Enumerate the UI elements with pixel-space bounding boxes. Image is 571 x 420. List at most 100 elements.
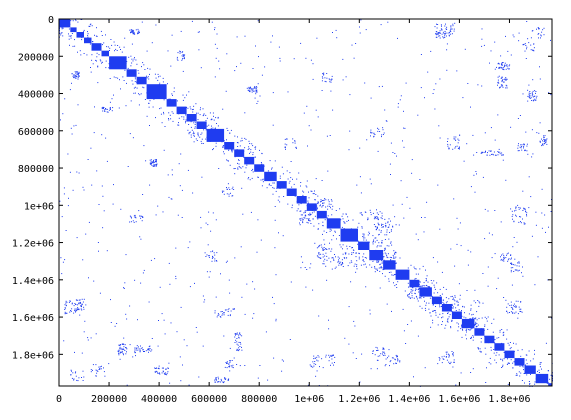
nonzero-dot (225, 378, 227, 380)
nonzero-dot (522, 366, 524, 368)
nonzero-dot (351, 44, 353, 46)
nonzero-dot (316, 370, 318, 372)
nonzero-dot (458, 283, 460, 285)
nonzero-dot (236, 142, 238, 143)
nonzero-dot (155, 117, 156, 119)
nonzero-dot (498, 67, 500, 69)
nonzero-dot (68, 38, 70, 40)
nonzero-dot (71, 33, 73, 34)
nonzero-dot (142, 194, 144, 195)
nonzero-dot (515, 206, 517, 208)
nonzero-dot (524, 364, 526, 366)
nonzero-dot (451, 320, 453, 322)
nonzero-dot (516, 374, 518, 376)
nonzero-dot (228, 193, 230, 195)
nonzero-dot (138, 210, 140, 212)
offdiagonal-cluster (214, 134, 461, 318)
nonzero-dot (465, 317, 467, 319)
nonzero-dot (529, 95, 531, 97)
nonzero-dot (415, 268, 417, 270)
nonzero-dot (340, 246, 342, 248)
nonzero-dot (395, 354, 397, 356)
nonzero-dot (234, 70, 236, 72)
nonzero-dot (369, 309, 371, 311)
nonzero-dot (538, 28, 540, 30)
nonzero-dot (111, 110, 113, 112)
nonzero-dot (528, 381, 530, 382)
nonzero-dot (221, 380, 222, 382)
nonzero-dot (87, 34, 89, 36)
nonzero-dot (99, 292, 101, 294)
nonzero-dot (452, 307, 454, 309)
nonzero-dot (447, 313, 448, 314)
nonzero-dot (70, 37, 72, 39)
nonzero-dot (449, 32, 450, 34)
nonzero-dot (222, 313, 224, 315)
nonzero-dot (445, 35, 447, 37)
nonzero-dot (453, 28, 455, 30)
nonzero-dot (65, 300, 67, 302)
nonzero-dot (374, 241, 376, 243)
nonzero-dot (238, 334, 240, 336)
nonzero-dot (531, 30, 533, 32)
nonzero-dot (241, 187, 243, 189)
nonzero-dot (286, 138, 288, 140)
nonzero-dot (314, 242, 316, 244)
nonzero-dot (64, 311, 66, 313)
nonzero-dot (295, 147, 297, 149)
offdiagonal-cluster (71, 28, 140, 80)
nonzero-dot (515, 207, 517, 208)
nonzero-dot (110, 39, 112, 40)
nonzero-dot (164, 126, 166, 127)
nonzero-dot (532, 96, 534, 98)
nonzero-dot (171, 198, 173, 200)
nonzero-dot (539, 364, 541, 365)
nonzero-dot (360, 264, 362, 266)
nonzero-dot (437, 324, 439, 326)
nonzero-dot (97, 65, 99, 67)
nonzero-dot (225, 362, 227, 363)
nonzero-dot (81, 377, 82, 378)
nonzero-dot (302, 222, 304, 224)
nonzero-dot (146, 75, 147, 77)
nonzero-dot (536, 95, 538, 97)
nonzero-dot (505, 35, 506, 37)
nonzero-dot (446, 49, 448, 51)
nonzero-dot (506, 329, 508, 331)
nonzero-dot (175, 247, 177, 249)
nonzero-dot (142, 216, 144, 218)
nonzero-dot (300, 214, 302, 216)
nonzero-dot (355, 252, 357, 254)
nonzero-dot (131, 29, 133, 31)
nonzero-dot (381, 261, 383, 263)
nonzero-dot (182, 94, 184, 96)
nonzero-dot (220, 378, 222, 380)
nonzero-dot (215, 117, 217, 119)
diagonal-block (176, 106, 187, 115)
nonzero-dot (83, 308, 85, 310)
nonzero-dot (540, 34, 542, 36)
nonzero-dot (70, 369, 72, 371)
nonzero-dot (76, 299, 78, 301)
nonzero-dot (351, 254, 353, 255)
nonzero-dot (480, 152, 482, 154)
nonzero-dot (247, 149, 249, 150)
nonzero-dot (329, 135, 331, 136)
nonzero-dot (512, 312, 514, 314)
nonzero-dot (380, 231, 382, 233)
nonzero-dot (533, 47, 535, 49)
nonzero-dot (454, 265, 456, 267)
nonzero-dot (76, 171, 78, 173)
nonzero-dot (113, 94, 114, 96)
nonzero-dot (447, 138, 449, 140)
nonzero-dot (150, 162, 152, 164)
nonzero-dot (209, 112, 211, 114)
nonzero-dot (387, 253, 389, 255)
nonzero-dot (368, 231, 370, 233)
nonzero-dot (154, 367, 156, 369)
nonzero-dot (403, 127, 405, 129)
nonzero-dot (332, 205, 334, 207)
nonzero-dot (65, 230, 67, 231)
nonzero-dot (505, 68, 507, 70)
nonzero-dot (80, 302, 82, 304)
